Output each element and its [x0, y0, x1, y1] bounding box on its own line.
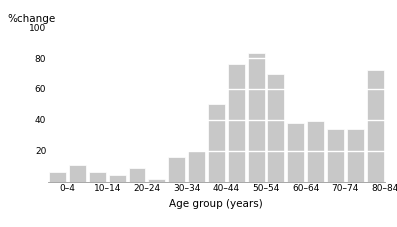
Bar	[268, 74, 284, 182]
Bar	[367, 70, 384, 182]
Bar	[228, 64, 245, 182]
Bar	[168, 157, 185, 182]
Bar	[129, 168, 145, 182]
Bar	[188, 151, 205, 182]
Bar	[109, 175, 125, 182]
Bar	[248, 54, 264, 182]
Bar	[69, 165, 86, 182]
Bar	[307, 121, 324, 182]
Text: %change: %change	[7, 14, 56, 24]
Bar	[327, 129, 344, 182]
Bar	[347, 129, 364, 182]
Bar	[287, 123, 304, 182]
Bar	[89, 172, 106, 182]
Bar	[49, 172, 66, 182]
Bar	[148, 178, 165, 182]
Bar	[208, 104, 225, 182]
X-axis label: Age group (years): Age group (years)	[170, 199, 263, 209]
